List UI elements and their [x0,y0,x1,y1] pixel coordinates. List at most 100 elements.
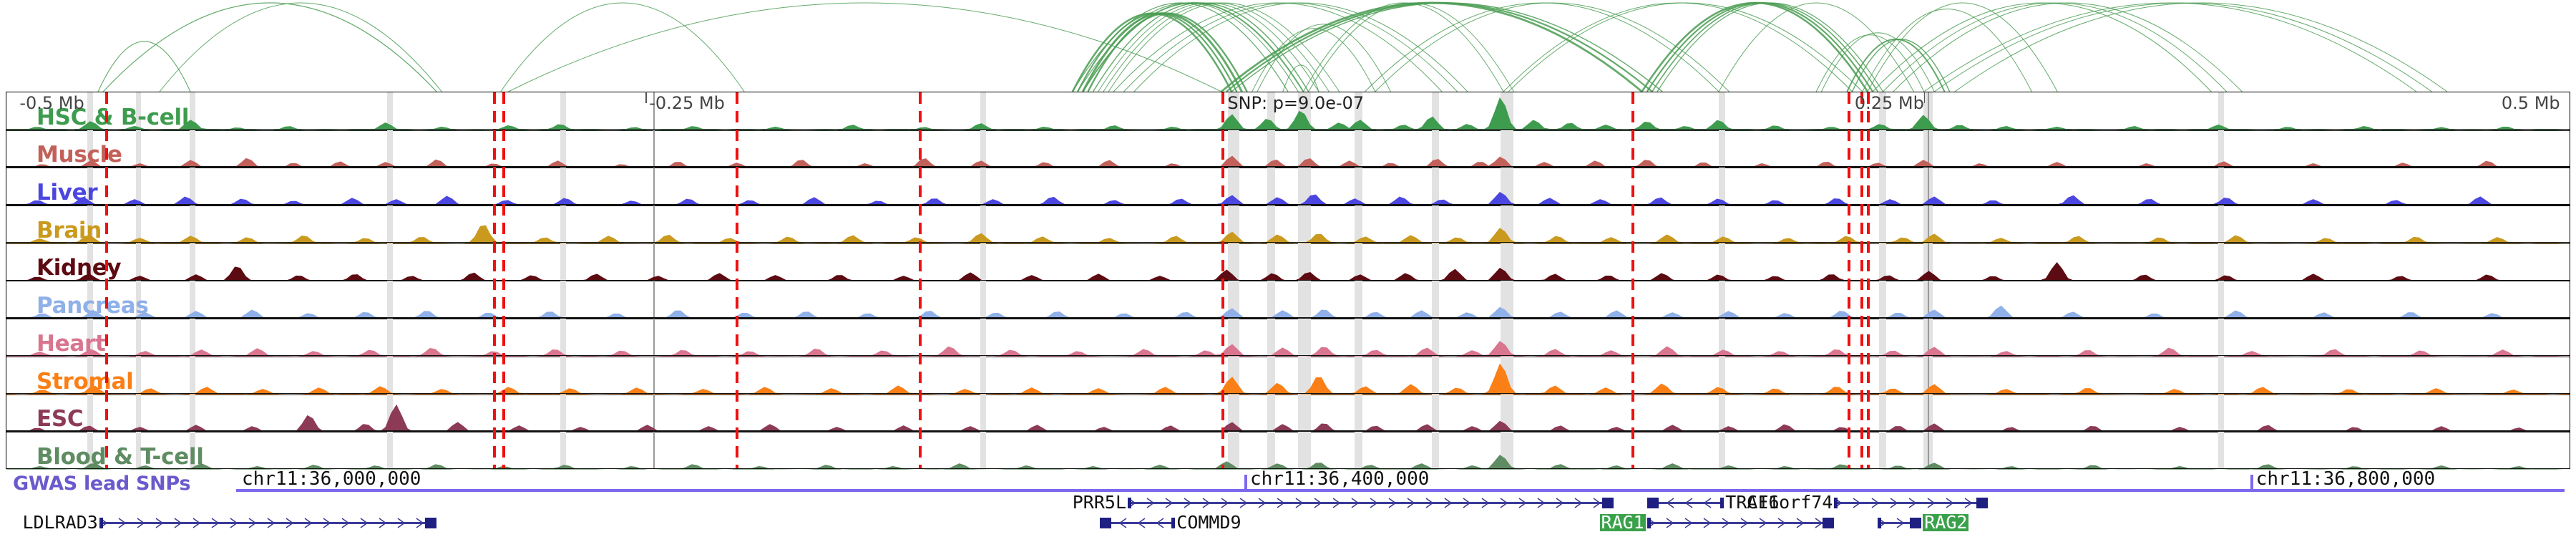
gene-exon [1910,518,1922,528]
gene-start-cap [1878,518,1882,528]
track-baseline [6,468,2570,470]
gene-label[interactable]: RAG1 [1599,512,1646,533]
arc-svg [97,1,2448,92]
signal-profile [6,306,2570,319]
gene-exon [1602,498,1614,508]
interaction-arc [1821,32,1935,92]
interaction-arc [1954,2,2448,92]
signal-profile [6,155,2570,168]
gene-exon [1823,518,1835,528]
interaction-arc [1851,39,1951,92]
gene-label[interactable]: PRR5L [1072,492,1126,513]
strand-arrow-icon [304,518,313,528]
strand-arrow-icon [1351,498,1360,508]
gene-label[interactable]: COMMD9 [1176,512,1241,533]
signal-track-panel: HSC & B-cell Muscle Liver Brain Kidney Pancre… [6,92,2570,470]
interaction-arc [1220,1,1643,92]
strand-arrow-icon [360,518,369,528]
strand-arrow-icon [1146,498,1155,508]
signal-profile [6,97,2570,130]
strand-arrow-icon [1295,498,1304,508]
interaction-arc [159,2,442,92]
gene-label[interactable]: TRAF6 [1725,492,1780,513]
ruler-tick [2250,475,2253,492]
interaction-arc [1923,2,2417,92]
interaction-arc [1257,24,1391,92]
interaction-arc [1872,2,2212,92]
interaction-arc [1077,12,1238,92]
track-label: ESC [36,406,84,432]
gene-traf6[interactable]: TRAF6 [1646,493,1780,511]
track-row-stromal[interactable]: Stromal [6,356,2570,395]
strand-arrow-icon [1370,498,1378,508]
strand-arrow-icon [323,518,331,528]
track-label: Stromal [36,368,134,395]
interaction-arc [1883,2,2228,92]
track-baseline [6,128,2570,130]
strand-arrow-icon [1684,498,1693,508]
strand-arrow-icon [1593,498,1601,508]
interaction-arc [102,2,437,92]
strand-arrow-icon [1759,518,1767,528]
track-row-kidney[interactable]: Kidney [6,243,2570,281]
gene-exon [1976,498,1989,508]
gene-commd9[interactable]: COMMD9 [1099,513,1241,531]
gene-label[interactable]: RAG2 [1923,512,1969,533]
gene-body [1834,502,1989,504]
strand-arrow-icon [137,518,145,528]
gene-label[interactable]: LDLRAD3 [22,512,98,533]
strand-arrow-icon [1184,498,1192,508]
gene-exon [425,518,437,528]
track-row-heart[interactable]: Heart [6,319,2570,357]
track-row-brain[interactable]: Brain [6,205,2570,243]
ruler-coordinate-label: chr11:36,000,000 [242,468,421,490]
interaction-arc [1303,2,1504,92]
track-row-blood-t-cell[interactable]: Blood & T-cell [6,432,2570,470]
signal-profile [6,261,2570,281]
interaction-arc [1308,2,1514,92]
strand-arrow-icon [416,518,424,528]
track-label: Pancreas [36,293,149,319]
track-row-esc[interactable]: ESC [6,394,2570,432]
strand-arrow-icon [1666,518,1674,528]
gwas-lead-snps-row: GWAS lead SNPs chr11:36,000,000 chr11:36,… [0,468,2576,498]
strand-arrow-icon [1703,498,1712,508]
strand-arrow-icon [1722,518,1730,528]
gene-start-cap [1646,518,1651,528]
strand-arrow-icon [1388,498,1397,508]
gene-rag1[interactable]: RAG1 [1599,513,1835,531]
strand-arrow-icon [1221,498,1229,508]
gene-prr5l[interactable]: PRR5L [1073,493,1614,511]
gene-exon [1646,498,1659,508]
gwas-lead-snps-label: GWAS lead SNPs [13,473,191,495]
strand-arrow-icon [1871,498,1880,508]
strand-arrow-icon [1946,498,1954,508]
interaction-arc [1098,2,1319,92]
strand-arrow-icon [341,518,350,528]
interaction-arc [1718,2,1914,92]
gene-label[interactable]: C11orf74 [1746,492,1833,513]
track-label: Muscle [36,142,122,168]
track-row-muscle[interactable]: Muscle [6,130,2570,168]
gene-rag2[interactable]: RAG2 [1878,513,1969,531]
strand-arrow-icon [379,518,387,528]
track-baseline [6,279,2570,281]
gene-ldlrad3[interactable]: LDLRAD3 [22,513,437,531]
strand-arrow-icon [192,518,201,528]
interaction-arc [1815,34,1925,92]
strand-arrow-icon [1239,498,1248,508]
gene-c11orf74[interactable]: C11orf74 [1747,493,1989,511]
ruler-coordinate-label: chr11:36,800,000 [2255,468,2436,490]
strand-arrow-icon [1444,498,1453,508]
interaction-arc [1893,2,2243,92]
strand-arrow-icon [397,518,406,528]
ruler-coordinate-label: chr11:36,400,000 [1249,468,1430,490]
track-label: Blood & T-cell [36,443,204,470]
interaction-arc [1652,2,1878,92]
track-label: Kidney [36,255,122,281]
track-row-hsc-b-cell[interactable]: HSC & B-cell [6,92,2570,130]
interaction-arc [1087,12,1248,92]
track-row-liver[interactable]: Liver [6,168,2570,206]
track-row-pancreas[interactable]: Pancreas [6,281,2570,319]
